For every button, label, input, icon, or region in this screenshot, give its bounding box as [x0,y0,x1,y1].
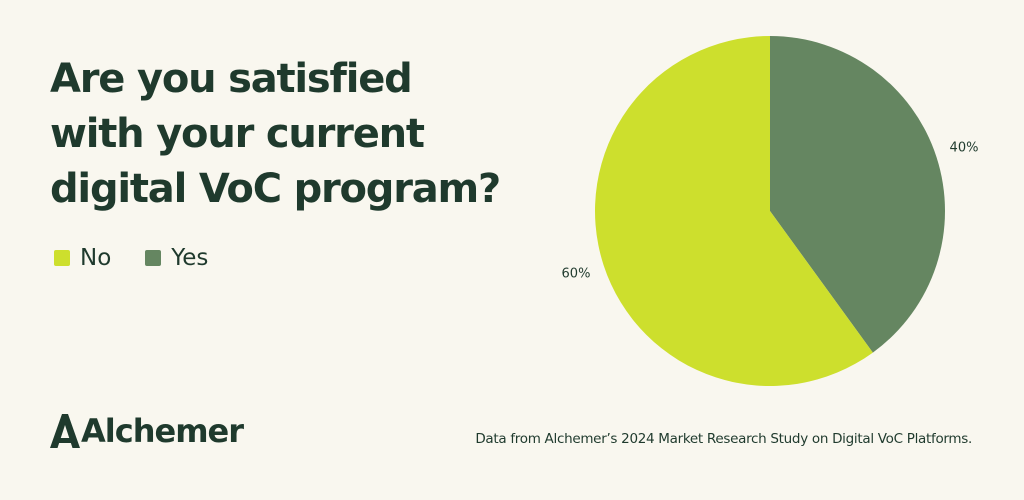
chart-title-line-1: Are you satisfied [50,52,570,107]
alchemer-logo-text: Alchemer [81,414,243,448]
pie-label-no: 60% [562,267,591,282]
legend-item-no: No [54,245,111,271]
legend-swatch-yes [145,250,161,266]
legend-label-no: No [80,245,111,271]
chart-title-line-3: digital VoC program? [50,162,570,217]
alchemer-logo-mark [50,414,80,448]
legend-swatch-no [54,250,70,266]
legend-item-yes: Yes [145,245,208,271]
legend-label-yes: Yes [171,245,208,271]
alchemer-logo: Alchemer [50,414,243,448]
chart-legend: No Yes [54,245,208,271]
pie-chart: 40% 60% [540,20,980,400]
chart-title: Are you satisfied with your current digi… [50,52,570,217]
chart-title-line-2: with your current [50,107,570,162]
source-note: Data from Alchemer’s 2024 Market Researc… [475,431,972,447]
pie-label-yes: 40% [950,140,979,155]
